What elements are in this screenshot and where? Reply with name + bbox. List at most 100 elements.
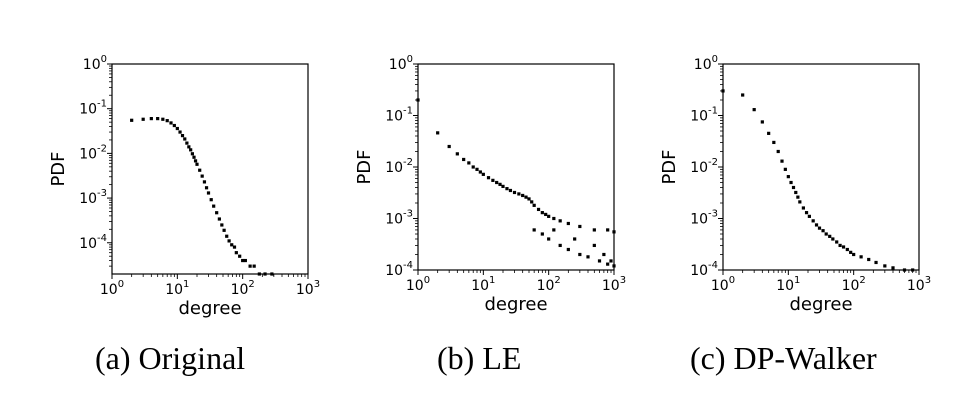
- x-axis-label: degree: [178, 298, 241, 319]
- data-point: [178, 130, 182, 134]
- data-point: [547, 237, 551, 241]
- data-point: [501, 184, 505, 189]
- data-point: [200, 174, 204, 178]
- data-point: [752, 108, 756, 112]
- data-point: [786, 175, 790, 179]
- data-point: [798, 200, 802, 204]
- data-point: [185, 141, 189, 145]
- data-point: [462, 157, 466, 162]
- data-point: [222, 228, 226, 232]
- data-point: [841, 245, 846, 249]
- data-point: [183, 137, 187, 141]
- data-point: [198, 168, 202, 172]
- data-point: [911, 268, 915, 272]
- data-point: [859, 255, 863, 259]
- y-axis-label: PDF: [354, 149, 375, 184]
- data-point: [175, 126, 179, 131]
- y-tick-label: 100: [389, 54, 413, 73]
- y-tick-label: 10-2: [385, 157, 413, 176]
- data-point: [505, 187, 509, 191]
- data-point: [814, 223, 819, 227]
- data-point: [202, 180, 207, 184]
- data-point: [544, 212, 548, 217]
- data-point: [807, 214, 811, 218]
- data-point: [517, 192, 521, 196]
- data-point: [760, 120, 764, 124]
- y-tick-label: 10-4: [79, 233, 107, 252]
- y-tick-label: 10-4: [690, 260, 718, 279]
- data-point: [801, 206, 805, 210]
- data-point: [190, 152, 194, 156]
- data-point: [772, 140, 776, 145]
- caption-c: (c) DP-Walker: [690, 340, 877, 376]
- y-tick-label: 10-2: [690, 157, 718, 176]
- data-point: [252, 264, 256, 268]
- data-point: [558, 219, 562, 223]
- data-point: [891, 266, 895, 270]
- data-point: [867, 257, 871, 262]
- data-point: [578, 252, 582, 257]
- x-axis-label: degree: [789, 294, 852, 315]
- x-tick-label: 102: [537, 275, 561, 294]
- data-point: [141, 117, 145, 121]
- data-point: [217, 217, 221, 221]
- data-point: [902, 268, 907, 272]
- data-point: [831, 237, 835, 241]
- data-point: [478, 170, 482, 174]
- data-point: [524, 195, 528, 199]
- data-point: [791, 185, 796, 190]
- data-point: [209, 198, 213, 202]
- data-point: [165, 119, 169, 123]
- data-point: [547, 214, 551, 218]
- data-point: [498, 182, 502, 186]
- data-point: [491, 178, 495, 182]
- data-point: [248, 264, 252, 268]
- data-point: [212, 204, 216, 208]
- data-point: [552, 216, 556, 221]
- data-point: [789, 180, 793, 185]
- data-point: [606, 228, 610, 232]
- data-point: [780, 159, 784, 163]
- data-point: [776, 149, 780, 154]
- data-point: [783, 167, 787, 171]
- x-tick-label: 101: [776, 275, 800, 294]
- data-point: [195, 162, 199, 166]
- data-point: [612, 264, 616, 268]
- chart-panel-3: 100 101 102 103 100 10-1 10-2 10-3 10-4 degree PDF: [659, 54, 931, 315]
- data-point: [232, 245, 237, 249]
- data-point: [238, 254, 242, 258]
- data-point: [578, 224, 582, 229]
- caption-a: (a) Original: [95, 340, 246, 376]
- y-axis-label: PDF: [659, 149, 680, 184]
- x-tick-label: 100: [711, 275, 735, 294]
- y-tick-label: 10-1: [385, 106, 413, 125]
- data-point: [243, 258, 247, 263]
- data-point: [149, 117, 153, 121]
- data-point: [767, 131, 771, 135]
- chart-panel-1: 100 101 102 103 100 10-1 10-2 10-3 10-4 degree PDF: [48, 54, 320, 319]
- x-tick-label: 103: [296, 279, 320, 298]
- data-point: [540, 232, 544, 236]
- data-point: [521, 193, 525, 198]
- data-point: [838, 243, 842, 248]
- data-point: [172, 123, 176, 128]
- data-point: [532, 203, 536, 207]
- data-point: [508, 188, 513, 193]
- data-point: [512, 190, 517, 195]
- data-point: [592, 243, 596, 248]
- data-point: [828, 234, 832, 238]
- data-point: [206, 191, 211, 195]
- data-point: [796, 195, 800, 199]
- data-point: [612, 230, 616, 234]
- plot-frame: [417, 63, 615, 271]
- y-tick-label: 10-4: [385, 260, 413, 279]
- data-point: [566, 221, 570, 226]
- data-point: [536, 207, 541, 212]
- data-point: [187, 145, 191, 149]
- data-point: [573, 237, 577, 241]
- data-point: [180, 133, 185, 138]
- data-point: [552, 228, 556, 232]
- data-point: [558, 243, 562, 248]
- caption-b: (b) LE: [437, 340, 522, 376]
